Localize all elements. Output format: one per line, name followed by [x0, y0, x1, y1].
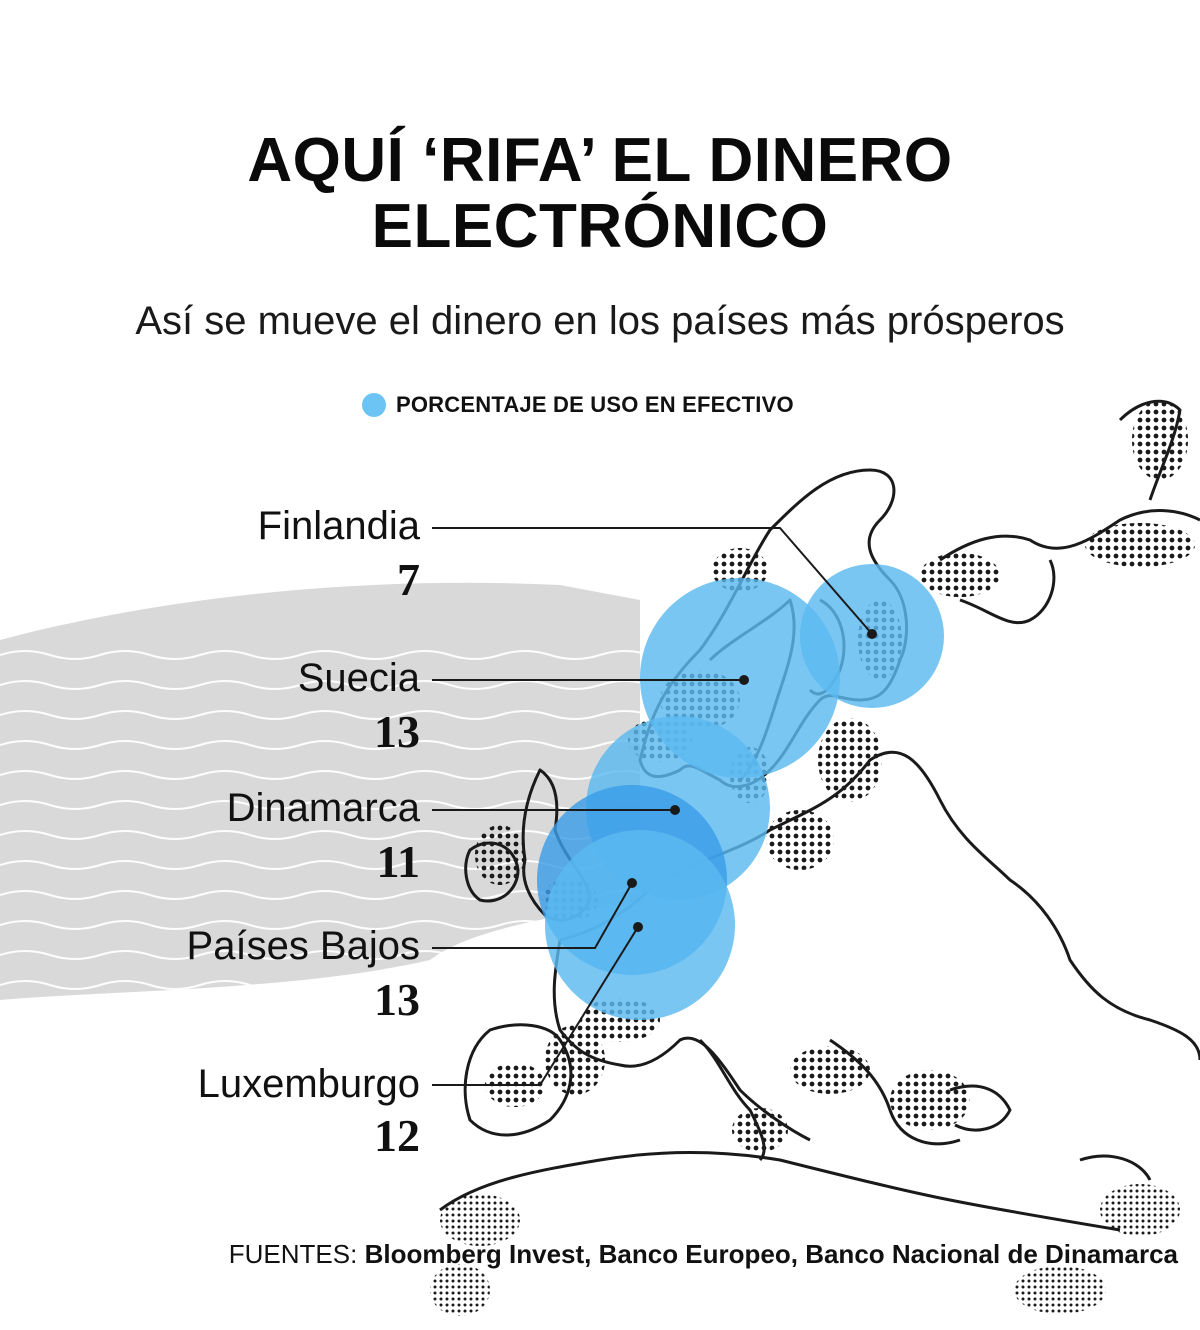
- country-value-finlandia: 7: [397, 554, 420, 605]
- marker-finlandia: [867, 629, 877, 639]
- leader-paises-bajos: [432, 882, 633, 949]
- title-line-1: AQUÍ ‘RIFA’ EL DINERO: [247, 126, 953, 195]
- sources-list: Bloomberg Invest, Banco Europeo, Banco N…: [364, 1239, 1178, 1269]
- leader-lines: [432, 527, 873, 1086]
- legend-label: PORCENTAJE DE USO EN EFECTIVO: [396, 392, 794, 417]
- marker-suecia: [739, 675, 749, 685]
- legend-swatch: [362, 393, 386, 417]
- country-markers: [627, 629, 877, 932]
- leader-luxemburgo: [432, 926, 639, 1086]
- wave-band: [0, 582, 651, 1000]
- country-value-suecia: 13: [374, 706, 420, 757]
- country-name-paises-bajos: Países Bajos: [186, 924, 420, 968]
- country-name-suecia: Suecia: [297, 656, 420, 700]
- leader-finlandia: [432, 527, 873, 635]
- country-value-luxemburgo: 12: [374, 1110, 420, 1161]
- marker-luxemburgo: [633, 922, 643, 932]
- country-value-dinamarca: 11: [376, 836, 420, 887]
- page-subtitle: Así se mueve el dinero en los países más…: [135, 299, 1065, 343]
- country-value-paises-bajos: 13: [374, 974, 420, 1025]
- marker-dinamarca: [670, 805, 680, 815]
- country-name-finlandia: Finlandia: [257, 504, 420, 548]
- country-name-dinamarca: Dinamarca: [226, 786, 420, 830]
- sources-note: FUENTES: Bloomberg Invest, Banco Europeo…: [229, 1238, 1178, 1270]
- page-title: AQUÍ ‘RIFA’ EL DINERO ELECTRÓNICO: [0, 128, 1200, 260]
- country-name-luxemburgo: Luxemburgo: [197, 1062, 420, 1106]
- sources-prefix: FUENTES:: [228, 1239, 358, 1269]
- legend: PORCENTAJE DE USO EN EFECTIVO: [362, 388, 794, 422]
- title-line-2: ELECTRÓNICO: [371, 192, 829, 261]
- marker-paises-bajos: [627, 878, 637, 888]
